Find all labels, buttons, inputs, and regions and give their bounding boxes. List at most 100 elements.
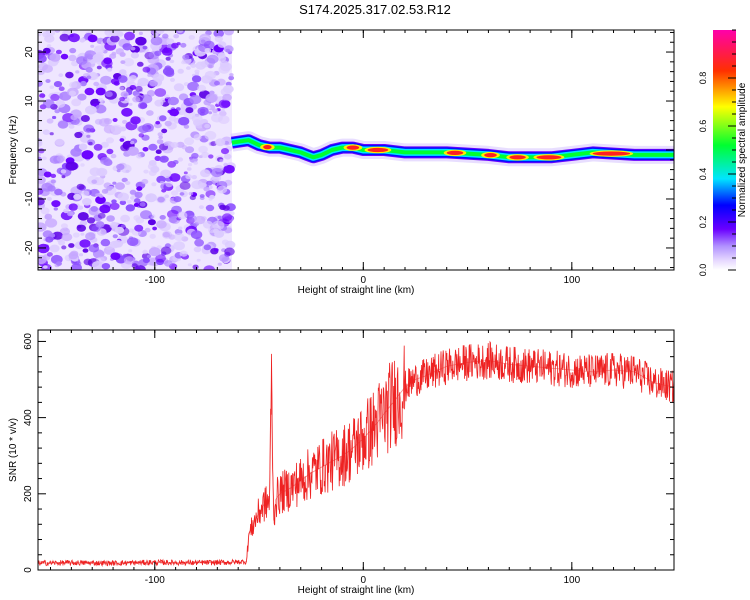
noise-speckle bbox=[142, 123, 154, 133]
noise-speckle bbox=[167, 96, 179, 106]
noise-speckle bbox=[217, 215, 222, 220]
noise-speckle bbox=[85, 232, 96, 241]
noise-speckle bbox=[100, 141, 109, 148]
noise-speckle bbox=[223, 162, 228, 167]
noise-speckle bbox=[222, 93, 232, 102]
noise-speckle bbox=[223, 164, 235, 174]
noise-speckle bbox=[44, 213, 53, 220]
noise-speckle bbox=[93, 143, 103, 151]
noise-speckle bbox=[146, 110, 154, 116]
noise-speckle bbox=[213, 248, 219, 252]
noise-speckle bbox=[43, 171, 52, 178]
noise-speckle bbox=[109, 221, 119, 229]
noise-speckle bbox=[93, 177, 105, 186]
noise-speckle bbox=[173, 160, 179, 165]
noise-speckle bbox=[68, 124, 75, 129]
noise-speckle bbox=[145, 193, 157, 203]
noise-speckle bbox=[77, 205, 84, 210]
noise-speckle bbox=[38, 176, 46, 184]
noise-speckle bbox=[79, 38, 86, 43]
noise-speckle bbox=[68, 243, 75, 248]
noise-speckle bbox=[78, 253, 84, 257]
noise-speckle bbox=[68, 90, 77, 97]
noise-speckle bbox=[106, 215, 115, 222]
noise-speckle bbox=[188, 191, 194, 196]
noise-speckle bbox=[83, 258, 93, 266]
x-tick-label: 0 bbox=[361, 575, 367, 586]
noise-speckle bbox=[155, 120, 161, 125]
snr-panel: -100 0 100 0 200 400 600 Height of straight li… bbox=[8, 329, 675, 596]
noise-speckle bbox=[100, 230, 106, 235]
noise-speckle bbox=[134, 191, 143, 198]
noise-speckle bbox=[165, 56, 171, 61]
noise-speckle bbox=[116, 163, 125, 171]
noise-speckle bbox=[76, 56, 88, 65]
noise-speckle bbox=[150, 36, 163, 46]
noise-speckle bbox=[189, 195, 196, 201]
noise-speckle bbox=[80, 232, 85, 236]
noise-speckle bbox=[94, 104, 107, 114]
noise-speckle bbox=[77, 212, 89, 221]
noise-speckle bbox=[54, 30, 61, 33]
noise-speckle bbox=[144, 227, 151, 233]
noise-speckle bbox=[128, 102, 133, 106]
noise-speckle bbox=[173, 196, 182, 203]
noise-speckle bbox=[166, 38, 175, 45]
noise-speckle bbox=[105, 91, 113, 98]
noise-speckle bbox=[38, 156, 42, 161]
noise-speckle bbox=[128, 249, 133, 253]
noise-speckle bbox=[225, 48, 230, 53]
noise-speckle bbox=[148, 247, 161, 257]
noise-speckle bbox=[197, 106, 209, 116]
noise-speckle bbox=[209, 229, 220, 237]
noise-speckle bbox=[204, 70, 216, 80]
noise-speckle bbox=[82, 248, 89, 253]
noise-speckle bbox=[133, 202, 139, 207]
noise-speckle bbox=[205, 204, 215, 212]
noise-speckle bbox=[148, 143, 158, 151]
noise-speckle bbox=[52, 231, 63, 240]
noise-speckle bbox=[190, 230, 203, 240]
noise-speckle bbox=[68, 54, 77, 62]
noise-speckle bbox=[49, 132, 54, 136]
noise-speckle bbox=[95, 193, 100, 197]
noise-speckle bbox=[218, 65, 230, 74]
noise-speckle bbox=[187, 263, 192, 267]
noise-speckle bbox=[134, 198, 141, 204]
noise-speckle bbox=[188, 35, 195, 40]
noise-speckle bbox=[38, 32, 42, 37]
noise-speckle bbox=[200, 60, 210, 68]
noise-speckle bbox=[87, 34, 98, 43]
noise-speckle bbox=[193, 246, 202, 253]
spectrogram-marks bbox=[38, 30, 674, 270]
noise-speckle bbox=[204, 130, 217, 140]
noise-speckle bbox=[193, 134, 202, 141]
noise-speckle bbox=[61, 175, 66, 179]
noise-speckle bbox=[217, 41, 227, 48]
noise-speckle bbox=[178, 116, 190, 126]
noise-speckle bbox=[53, 207, 58, 211]
noise-speckle bbox=[38, 243, 50, 254]
noise-speckle bbox=[169, 59, 175, 64]
noise-speckle bbox=[61, 233, 73, 242]
noise-speckle bbox=[38, 148, 45, 154]
noise-speckle bbox=[136, 82, 143, 87]
colorbar-strip bbox=[713, 30, 736, 270]
snr-ylabel: SNR (10 * v/v) bbox=[8, 418, 19, 482]
noise-speckle bbox=[103, 57, 112, 65]
noise-speckle bbox=[220, 87, 232, 96]
noise-speckle bbox=[76, 183, 85, 190]
noise-speckle bbox=[142, 257, 150, 264]
noise-speckle bbox=[181, 60, 186, 65]
noise-speckle bbox=[43, 50, 50, 56]
noise-speckle bbox=[121, 107, 133, 117]
noise-speckle bbox=[56, 155, 66, 163]
noise-speckle bbox=[46, 44, 52, 48]
noise-speckle bbox=[97, 212, 106, 219]
noise-speckle bbox=[123, 58, 135, 67]
noise-speckle bbox=[52, 115, 57, 120]
noise-speckle bbox=[193, 119, 202, 126]
noise-speckle bbox=[119, 200, 127, 206]
noise-speckle bbox=[42, 265, 48, 269]
noise-speckle bbox=[38, 222, 47, 232]
